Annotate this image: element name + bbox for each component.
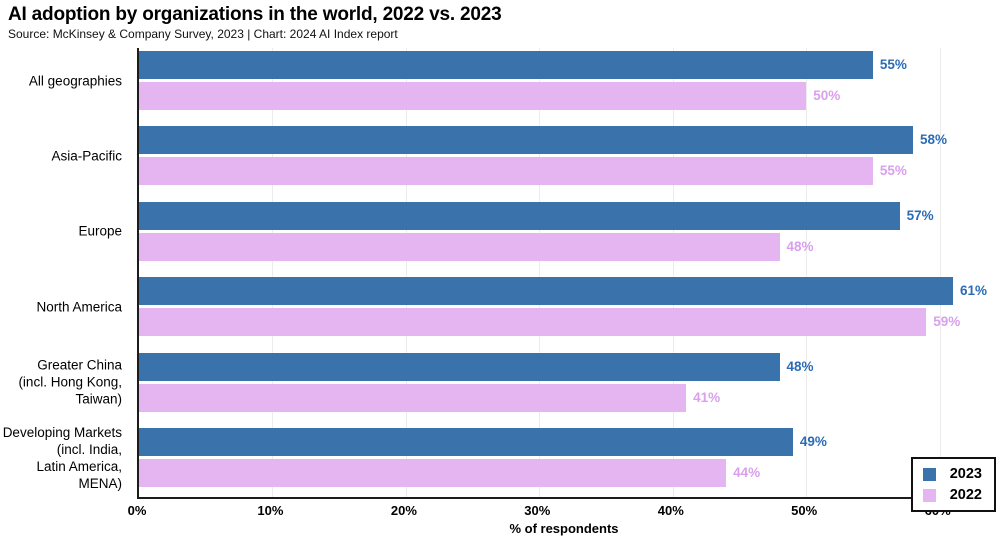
category-label: North America	[36, 299, 122, 315]
gridline	[405, 48, 407, 497]
bar-value-label: 58%	[919, 132, 947, 148]
legend-row: 2022	[923, 487, 982, 503]
bar-value-label: 44%	[733, 465, 761, 480]
gridline	[539, 48, 541, 497]
bar-value-label: 50%	[813, 88, 841, 103]
bar-2023: 58%	[139, 126, 947, 155]
bar-2022: 50%	[139, 82, 840, 110]
bar-2022: 48%	[139, 232, 814, 261]
x-tick-label: 40%	[657, 503, 684, 518]
category-label: Developing Markets (incl. India, Latin Ame…	[2, 424, 122, 491]
gridline	[672, 48, 674, 497]
bar-2023: 61%	[139, 277, 987, 306]
category-axis: All geographies Asia-Pacific Europe North A…	[0, 48, 129, 497]
x-tick-label: 10%	[257, 503, 284, 518]
category-label: Greater China (incl. Hong Kong, Taiwan)	[18, 357, 122, 407]
bar-2022: 59%	[139, 308, 960, 337]
bar-value-label: 55%	[879, 57, 907, 72]
x-axis-label: % of respondents	[509, 521, 619, 536]
chart-title: AI adoption by organizations in the worl…	[8, 4, 502, 25]
gridline	[806, 48, 808, 497]
bar-value-label: 55%	[879, 163, 907, 179]
chart-source-line: Source: McKinsey & Company Survey, 2023 …	[8, 27, 398, 41]
bar-value-label: 49%	[799, 434, 827, 449]
bar-value-label: 48%	[786, 358, 814, 374]
legend-swatch-2023	[923, 467, 936, 481]
category-label: All geographies	[28, 73, 122, 88]
bar-2022: 55%	[139, 157, 907, 186]
x-tick-label: 50%	[791, 503, 818, 518]
legend-label: 2022	[949, 487, 982, 503]
x-tick-label: 0%	[127, 503, 147, 518]
category-label: Asia-Pacific	[51, 148, 122, 164]
bar-value-label: 61%	[959, 283, 987, 299]
category-label: Europe	[78, 223, 122, 239]
legend-swatch-2022	[923, 488, 936, 502]
bar-2022: 41%	[139, 383, 720, 412]
x-tick-label: 20%	[390, 503, 417, 518]
legend-label: 2023	[949, 466, 982, 482]
bar-value-label: 41%	[693, 389, 721, 405]
bar-2023: 57%	[139, 201, 934, 230]
bar-2023: 55%	[139, 51, 907, 79]
x-axis-ticks: 0%10%20%30%40%50%60%	[128, 503, 991, 519]
bar-value-label: 57%	[906, 207, 934, 223]
bar-2022: 44%	[139, 459, 760, 487]
legend: 2023 2022	[911, 457, 996, 512]
bar-2023: 48%	[139, 352, 814, 381]
gridline	[939, 48, 941, 497]
bar-2023: 49%	[139, 428, 827, 456]
gridline	[272, 48, 274, 497]
bar-value-label: 59%	[933, 314, 961, 330]
legend-row: 2023	[923, 466, 982, 482]
bar-value-label: 48%	[786, 238, 814, 254]
plot-area: 55% 50% 58% 55% 57% 48% 61% 59% 48% 41% 49% 44%	[137, 48, 993, 499]
x-tick-label: 30%	[524, 503, 551, 518]
